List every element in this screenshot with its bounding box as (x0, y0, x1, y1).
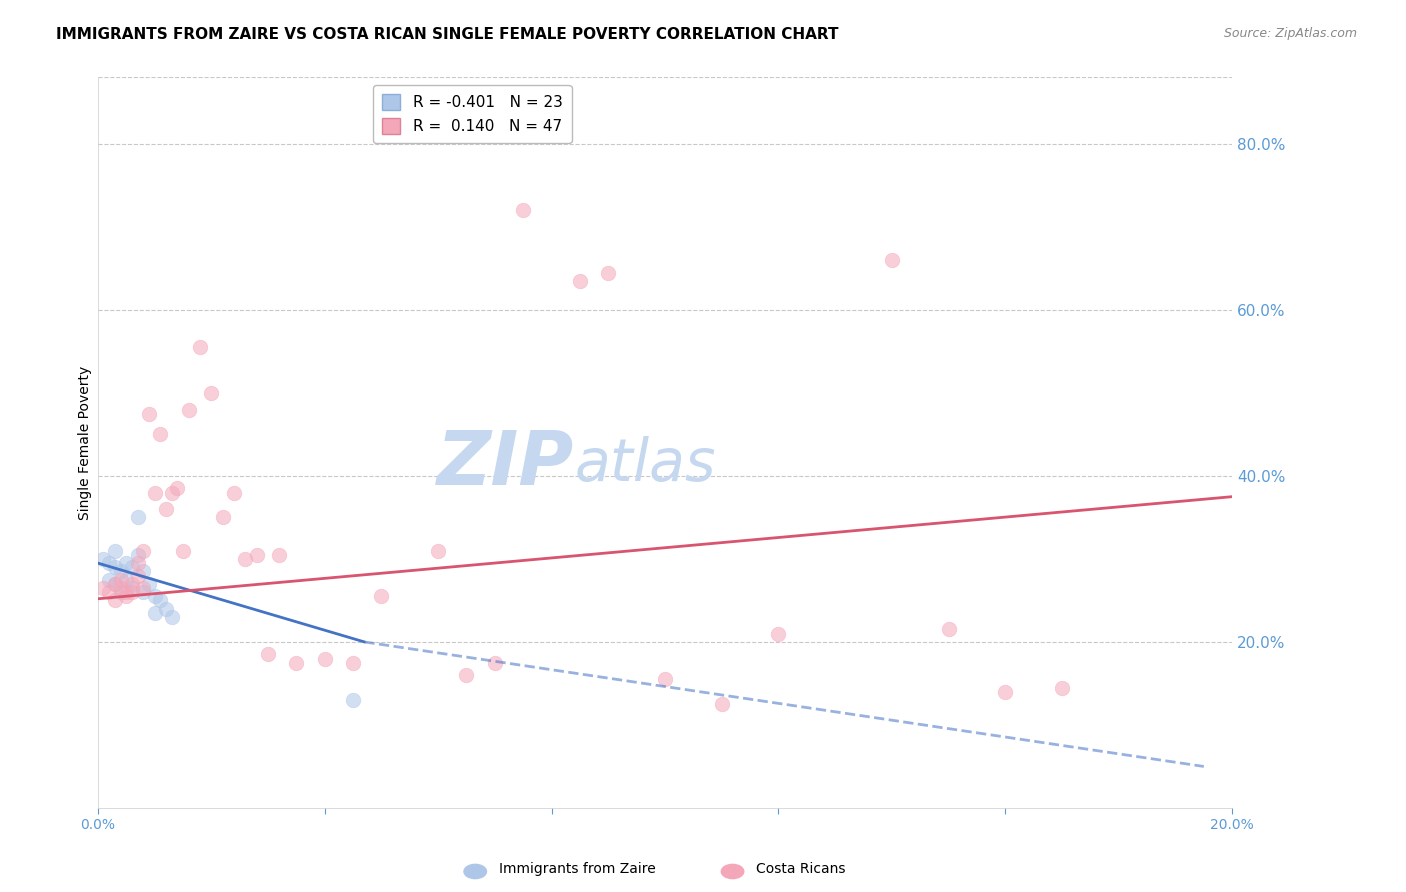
Point (104, 577, 127, 591)
Point (132, 581, 155, 595)
Text: ZIP: ZIP (437, 428, 574, 501)
Point (880, 253, 903, 268)
Point (127, 568, 149, 582)
Point (121, 581, 143, 595)
Point (115, 573, 138, 587)
Point (342, 693, 364, 707)
Point (127, 548, 149, 562)
Point (115, 585, 138, 599)
Point (568, 274, 591, 288)
Point (938, 623, 960, 637)
Text: Costa Ricans: Costa Ricans (756, 862, 846, 876)
Text: IMMIGRANTS FROM ZAIRE VS COSTA RICAN SINGLE FEMALE POVERTY CORRELATION CHART: IMMIGRANTS FROM ZAIRE VS COSTA RICAN SIN… (56, 27, 839, 42)
Point (456, 668, 478, 682)
Point (188, 340, 211, 354)
Point (93, 552, 115, 566)
Y-axis label: Single Female Poverty: Single Female Poverty (79, 366, 93, 520)
Point (143, 589, 166, 603)
Point (132, 585, 155, 599)
Text: Immigrants from Zaire: Immigrants from Zaire (499, 862, 655, 876)
Point (222, 485, 245, 500)
Point (138, 577, 160, 591)
Point (98, 556, 121, 570)
Legend: R = -0.401   N = 23, R =  0.140   N = 47: R = -0.401 N = 23, R = 0.140 N = 47 (373, 85, 572, 143)
Point (121, 585, 143, 599)
Point (342, 656, 364, 670)
Point (1050, 681, 1073, 695)
Point (110, 573, 132, 587)
Point (110, 585, 132, 599)
Point (132, 543, 155, 558)
Point (285, 656, 308, 670)
Point (314, 651, 336, 665)
Point (427, 543, 450, 558)
Point (200, 385, 222, 400)
Point (160, 610, 183, 624)
Point (484, 656, 506, 670)
Point (98, 573, 121, 587)
Point (269, 548, 291, 562)
Point (512, 203, 534, 218)
Point (110, 565, 132, 579)
Point (211, 510, 233, 524)
Point (138, 407, 160, 421)
Point (110, 581, 132, 595)
Point (121, 560, 143, 574)
Point (768, 626, 790, 640)
Point (127, 556, 149, 570)
Point (257, 648, 280, 662)
Point (93, 581, 115, 595)
Point (370, 589, 392, 603)
Text: Source: ZipAtlas.com: Source: ZipAtlas.com (1223, 27, 1357, 40)
Point (149, 593, 172, 607)
Point (104, 543, 127, 558)
Point (98, 585, 121, 599)
Point (143, 606, 166, 620)
Point (115, 589, 138, 603)
Point (246, 548, 269, 562)
Point (115, 556, 138, 570)
Point (149, 427, 172, 442)
Point (132, 565, 155, 579)
Point (155, 601, 177, 615)
Point (104, 593, 127, 607)
Point (177, 402, 200, 417)
Point (160, 485, 183, 500)
Point (127, 510, 149, 524)
Point (104, 577, 127, 591)
Text: atlas: atlas (574, 436, 716, 493)
Point (994, 685, 1017, 699)
Point (166, 482, 188, 496)
Point (172, 543, 194, 558)
Point (233, 552, 256, 566)
Point (654, 673, 676, 687)
Point (143, 485, 166, 500)
Point (104, 560, 127, 574)
Point (598, 266, 620, 280)
Point (710, 697, 733, 711)
Point (155, 502, 177, 516)
Point (121, 577, 143, 591)
